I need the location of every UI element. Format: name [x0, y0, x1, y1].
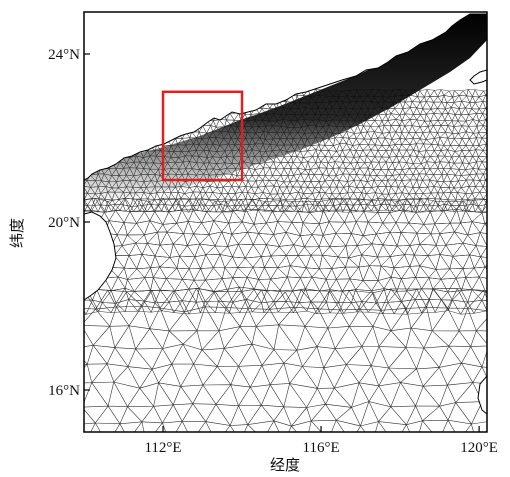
x-tick-label: 116°E — [303, 440, 340, 456]
x-axis-ticks: 112°E 116°E 120°E — [144, 426, 498, 456]
study-area-box — [161, 90, 244, 182]
y-tick-label: 20°N — [48, 215, 80, 231]
mesh-coarse — [84, 197, 487, 432]
mesh-triangles — [84, 197, 487, 315]
y-axis-label: 纬度 — [8, 218, 26, 248]
luzon-land — [477, 375, 487, 415]
plot-area — [84, 12, 487, 432]
x-axis-label: 经度 — [270, 456, 300, 474]
x-tick-label: 120°E — [460, 440, 498, 456]
y-axis-ticks: 24°N 20°N 16°N — [48, 47, 90, 399]
y-tick-label: 24°N — [48, 47, 80, 63]
mesh-triangles — [84, 286, 487, 432]
y-tick-label: 16°N — [48, 383, 80, 399]
western-land — [84, 211, 117, 301]
x-tick-label: 112°E — [144, 440, 181, 456]
mainland-china — [84, 12, 487, 181]
taiwan-land — [469, 69, 487, 85]
